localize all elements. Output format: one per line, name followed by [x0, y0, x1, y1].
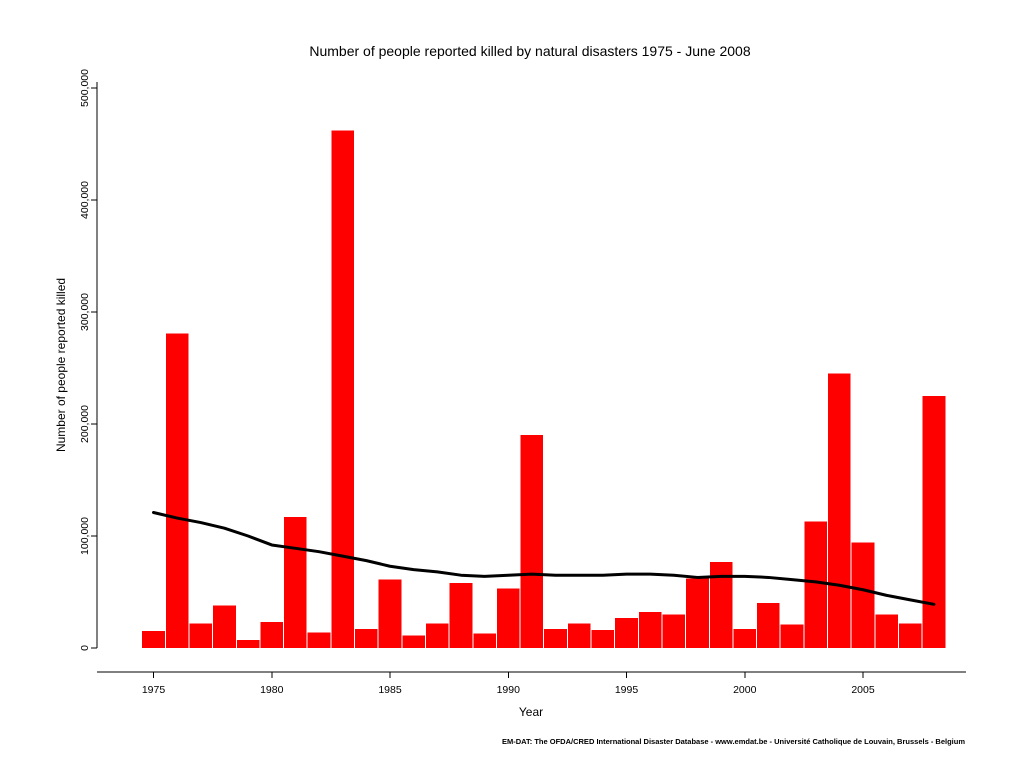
bars-group	[142, 130, 946, 648]
bar-1999	[709, 561, 733, 648]
bar-1991	[520, 435, 544, 648]
y-tick-label-100000: 100,000	[79, 517, 91, 555]
bar-1996	[638, 612, 662, 648]
bar-1988	[449, 583, 473, 648]
bar-1998	[686, 578, 709, 648]
bar-2005	[851, 542, 875, 648]
y-tick-label-400000: 400,000	[79, 181, 91, 219]
x-tick-label-1985: 1985	[378, 684, 402, 696]
y-tick-label-300000: 300,000	[79, 293, 91, 331]
bar-1995	[615, 617, 638, 648]
x-tick-label-1975: 1975	[142, 684, 166, 696]
bar-1987	[425, 623, 449, 648]
bar-2000	[733, 628, 757, 648]
bar-1979	[236, 640, 260, 648]
bar-2008	[922, 396, 946, 648]
bar-1990	[496, 588, 520, 648]
x-tick-label-1980: 1980	[260, 684, 284, 696]
bar-1985	[378, 579, 402, 648]
bar-1986	[402, 635, 425, 648]
bar-1997	[662, 614, 686, 648]
bar-2003	[804, 521, 828, 648]
y-tick-label-0: 0	[79, 645, 91, 651]
bar-2004	[828, 373, 851, 648]
bar-2007	[898, 623, 922, 648]
y-tick-label-500000: 500,000	[79, 69, 91, 107]
bar-2001	[757, 603, 780, 648]
trend-group	[152, 510, 936, 606]
bar-1993	[567, 623, 591, 648]
y-axis-label: Number of people reported killed	[54, 278, 68, 452]
bar-1989	[473, 633, 496, 648]
chart-title: Number of people reported killed by natu…	[309, 43, 750, 59]
source-credit: EM-DAT: The OFDA/CRED International Disa…	[502, 737, 965, 746]
bar-1982	[307, 632, 331, 648]
x-tick-label-1990: 1990	[497, 684, 521, 696]
bar-1976	[165, 333, 189, 648]
x-ticks-group: 1975 1980 1985 1990 1995 2000 2005	[142, 672, 875, 696]
bar-1981	[284, 516, 307, 648]
bar-1978	[213, 605, 236, 648]
x-axis-label: Year	[519, 705, 543, 719]
bar-1983	[331, 130, 355, 648]
trend-line	[152, 510, 936, 606]
bar-1975	[142, 631, 165, 648]
y-ticks-group: 0 100,000 200,000 300,000 400,000 500,000	[79, 69, 97, 651]
bar-1994	[591, 630, 615, 648]
bar-1977	[189, 623, 213, 648]
x-tick-label-1995: 1995	[615, 684, 639, 696]
x-tick-label-2005: 2005	[851, 684, 875, 696]
bar-1992	[544, 628, 567, 648]
x-tick-label-2000: 2000	[733, 684, 757, 696]
bar-1984	[355, 628, 378, 648]
bar-2006	[875, 614, 898, 648]
y-tick-label-200000: 200,000	[79, 405, 91, 443]
bar-2002	[780, 624, 804, 648]
bar-1980	[260, 622, 284, 648]
